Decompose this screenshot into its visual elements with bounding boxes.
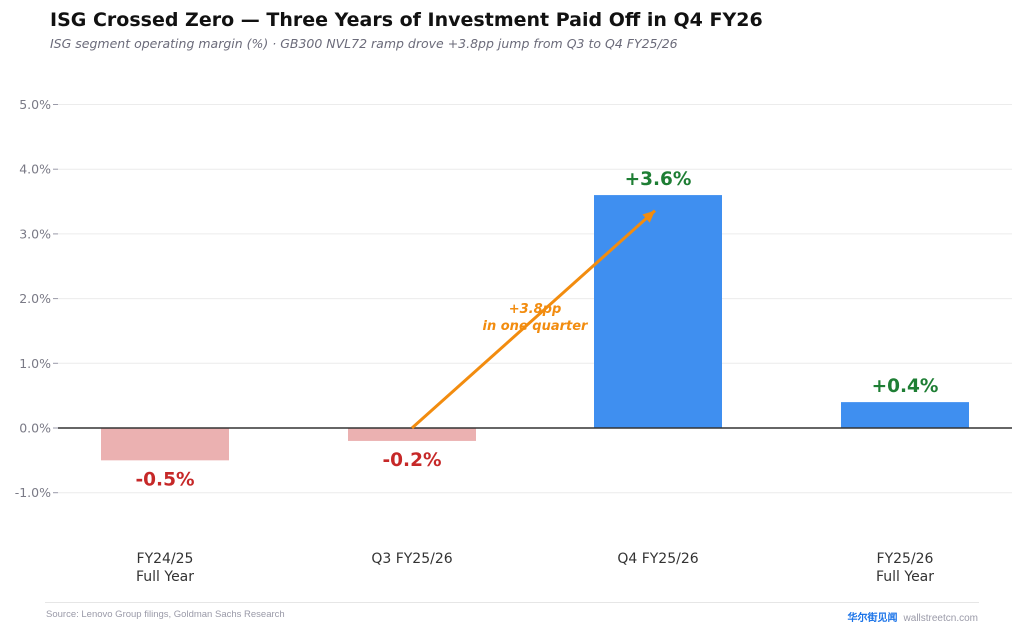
bar: [348, 428, 476, 441]
chart-title: ISG Crossed Zero — Three Years of Invest…: [50, 9, 763, 31]
brand-cn: 华尔街见闻: [847, 613, 898, 624]
annotation-label: in one quarter: [483, 319, 590, 334]
x-tick-label: Full Year: [136, 569, 194, 585]
brand-logo: 华尔街见闻 wallstreetcn.com: [848, 609, 978, 624]
y-tick-label: 0.0%: [19, 421, 51, 436]
source-note: Source: Lenovo Group filings, Goldman Sa…: [46, 609, 285, 620]
annotation-arrow: [410, 209, 657, 430]
brand-url: wallstreetcn.com: [903, 613, 978, 624]
y-tick-label: 5.0%: [19, 97, 51, 112]
annotation-arrowhead: [642, 210, 655, 223]
margin-bar-chart: 5.0% 4.0% 3.0% 2.0% 1.0% 0.0% -1.0% -0.5% -0.2% +…: [15, 97, 1012, 585]
data-label: +0.4%: [872, 376, 939, 397]
y-tick-label: 3.0%: [19, 226, 51, 241]
x-tick-label: Q4 FY25/26: [617, 551, 698, 567]
bar: [594, 195, 722, 428]
chart-subtitle: ISG segment operating margin (%) · GB300…: [50, 36, 678, 51]
y-tick-label: 1.0%: [19, 356, 51, 371]
y-tick-label: 2.0%: [19, 291, 51, 306]
data-label: -0.5%: [136, 469, 195, 490]
bar: [101, 428, 229, 461]
data-label: -0.2%: [383, 450, 442, 471]
footer-divider: [45, 602, 979, 603]
bar: [841, 402, 969, 428]
x-tick-label: Q3 FY25/26: [371, 551, 452, 567]
y-tick-label: 4.0%: [19, 162, 51, 177]
x-tick-label: Full Year: [876, 569, 934, 585]
x-tick-label: FY25/26: [877, 551, 934, 567]
annotation-label: +3.8pp: [509, 302, 562, 317]
data-label: +3.6%: [625, 169, 692, 190]
y-tick-label: -1.0%: [15, 485, 51, 500]
x-tick-label: FY24/25: [137, 551, 194, 567]
